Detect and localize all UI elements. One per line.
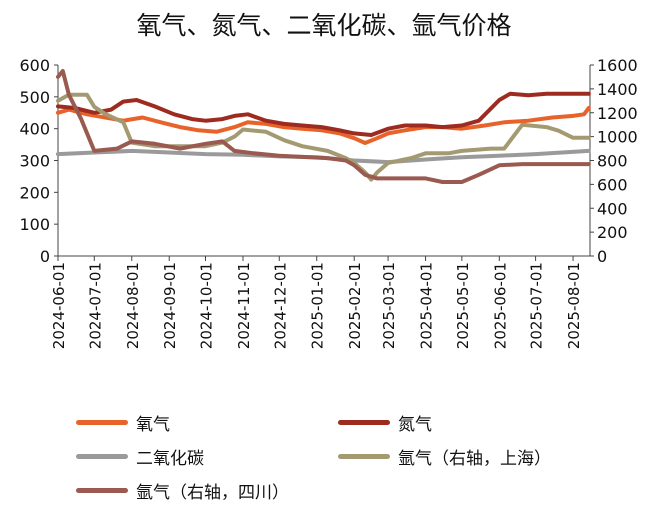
legend-label: 氩气（右轴，上海） — [398, 448, 551, 469]
y-tick-label-left: 600 — [19, 56, 50, 75]
x-tick-label: 2024-06-01 — [50, 262, 68, 349]
series-line-2 — [56, 91, 591, 137]
y-tick-label-left: 300 — [19, 152, 50, 171]
x-tick-label: 2025-01-01 — [309, 262, 327, 349]
legend-swatch — [76, 487, 128, 493]
legend-swatch — [76, 419, 128, 425]
y-tick-label-right: 800 — [597, 152, 628, 171]
legend-swatch — [76, 453, 128, 459]
x-tick-label: 2024-09-01 — [161, 262, 179, 349]
series-line-5 — [56, 69, 591, 184]
legend-swatch — [338, 453, 390, 459]
y-tick-label-right: 1600 — [597, 56, 638, 75]
y-tick-label-right: 400 — [597, 199, 628, 218]
x-tick-label: 2024-10-01 — [198, 262, 216, 349]
legend-label: 二氧化碳 — [136, 448, 204, 469]
x-tick-label: 2025-05-01 — [454, 262, 472, 349]
x-tick-label: 2024-12-01 — [271, 262, 289, 349]
legend-swatch — [338, 419, 390, 425]
y-tick-label-left: 100 — [19, 215, 50, 234]
y-tick-label-right: 0 — [597, 247, 607, 266]
y-tick-label-left: 200 — [19, 183, 50, 202]
series-line-1 — [56, 106, 591, 145]
y-tick-label-right: 1000 — [597, 128, 638, 147]
legend-item-3: 二氧化碳 — [76, 444, 204, 469]
legend-item-1: 氧气 — [76, 410, 170, 435]
x-tick-label: 2025-07-01 — [528, 262, 546, 349]
legend-item-2: 氮气 — [338, 410, 432, 435]
x-tick-label: 2025-08-01 — [565, 262, 583, 349]
y-tick-label-right: 1400 — [597, 80, 638, 99]
y-tick-label-left: 0 — [40, 247, 50, 266]
legend-item-5: 氩气（右轴，四川） — [76, 478, 289, 503]
x-tick-label: 2025-03-01 — [380, 262, 398, 349]
series-line-4 — [56, 92, 591, 182]
x-tick-label: 2025-06-01 — [491, 262, 509, 349]
x-tick-label: 2024-08-01 — [124, 262, 142, 349]
x-tick-label: 2025-04-01 — [418, 262, 436, 349]
y-tick-label-left: 500 — [19, 88, 50, 107]
legend-label: 氧气 — [136, 414, 170, 435]
x-tick-label: 2025-02-01 — [346, 262, 364, 349]
axes-layer — [54, 64, 594, 261]
x-tick-label: 2024-07-01 — [86, 262, 104, 349]
y-tick-label-right: 600 — [597, 175, 628, 194]
series-layer — [56, 69, 591, 184]
y-tick-label-right: 200 — [597, 223, 628, 242]
ticks-layer: 0 100 200 300 400 500 600 0 200 400 600 800 1000 1200… — [19, 56, 637, 349]
chart-title: 氧气、氮气、二氧化碳、氩气价格 — [136, 11, 512, 40]
legend-label: 氩气（右轴，四川） — [136, 482, 289, 503]
x-tick-label: 2024-11-01 — [235, 262, 253, 349]
y-tick-label-right: 1200 — [597, 104, 638, 123]
legend-label: 氮气 — [398, 414, 432, 435]
y-tick-label-left: 400 — [19, 120, 50, 139]
legend-item-4: 氩气（右轴，上海） — [338, 444, 551, 469]
